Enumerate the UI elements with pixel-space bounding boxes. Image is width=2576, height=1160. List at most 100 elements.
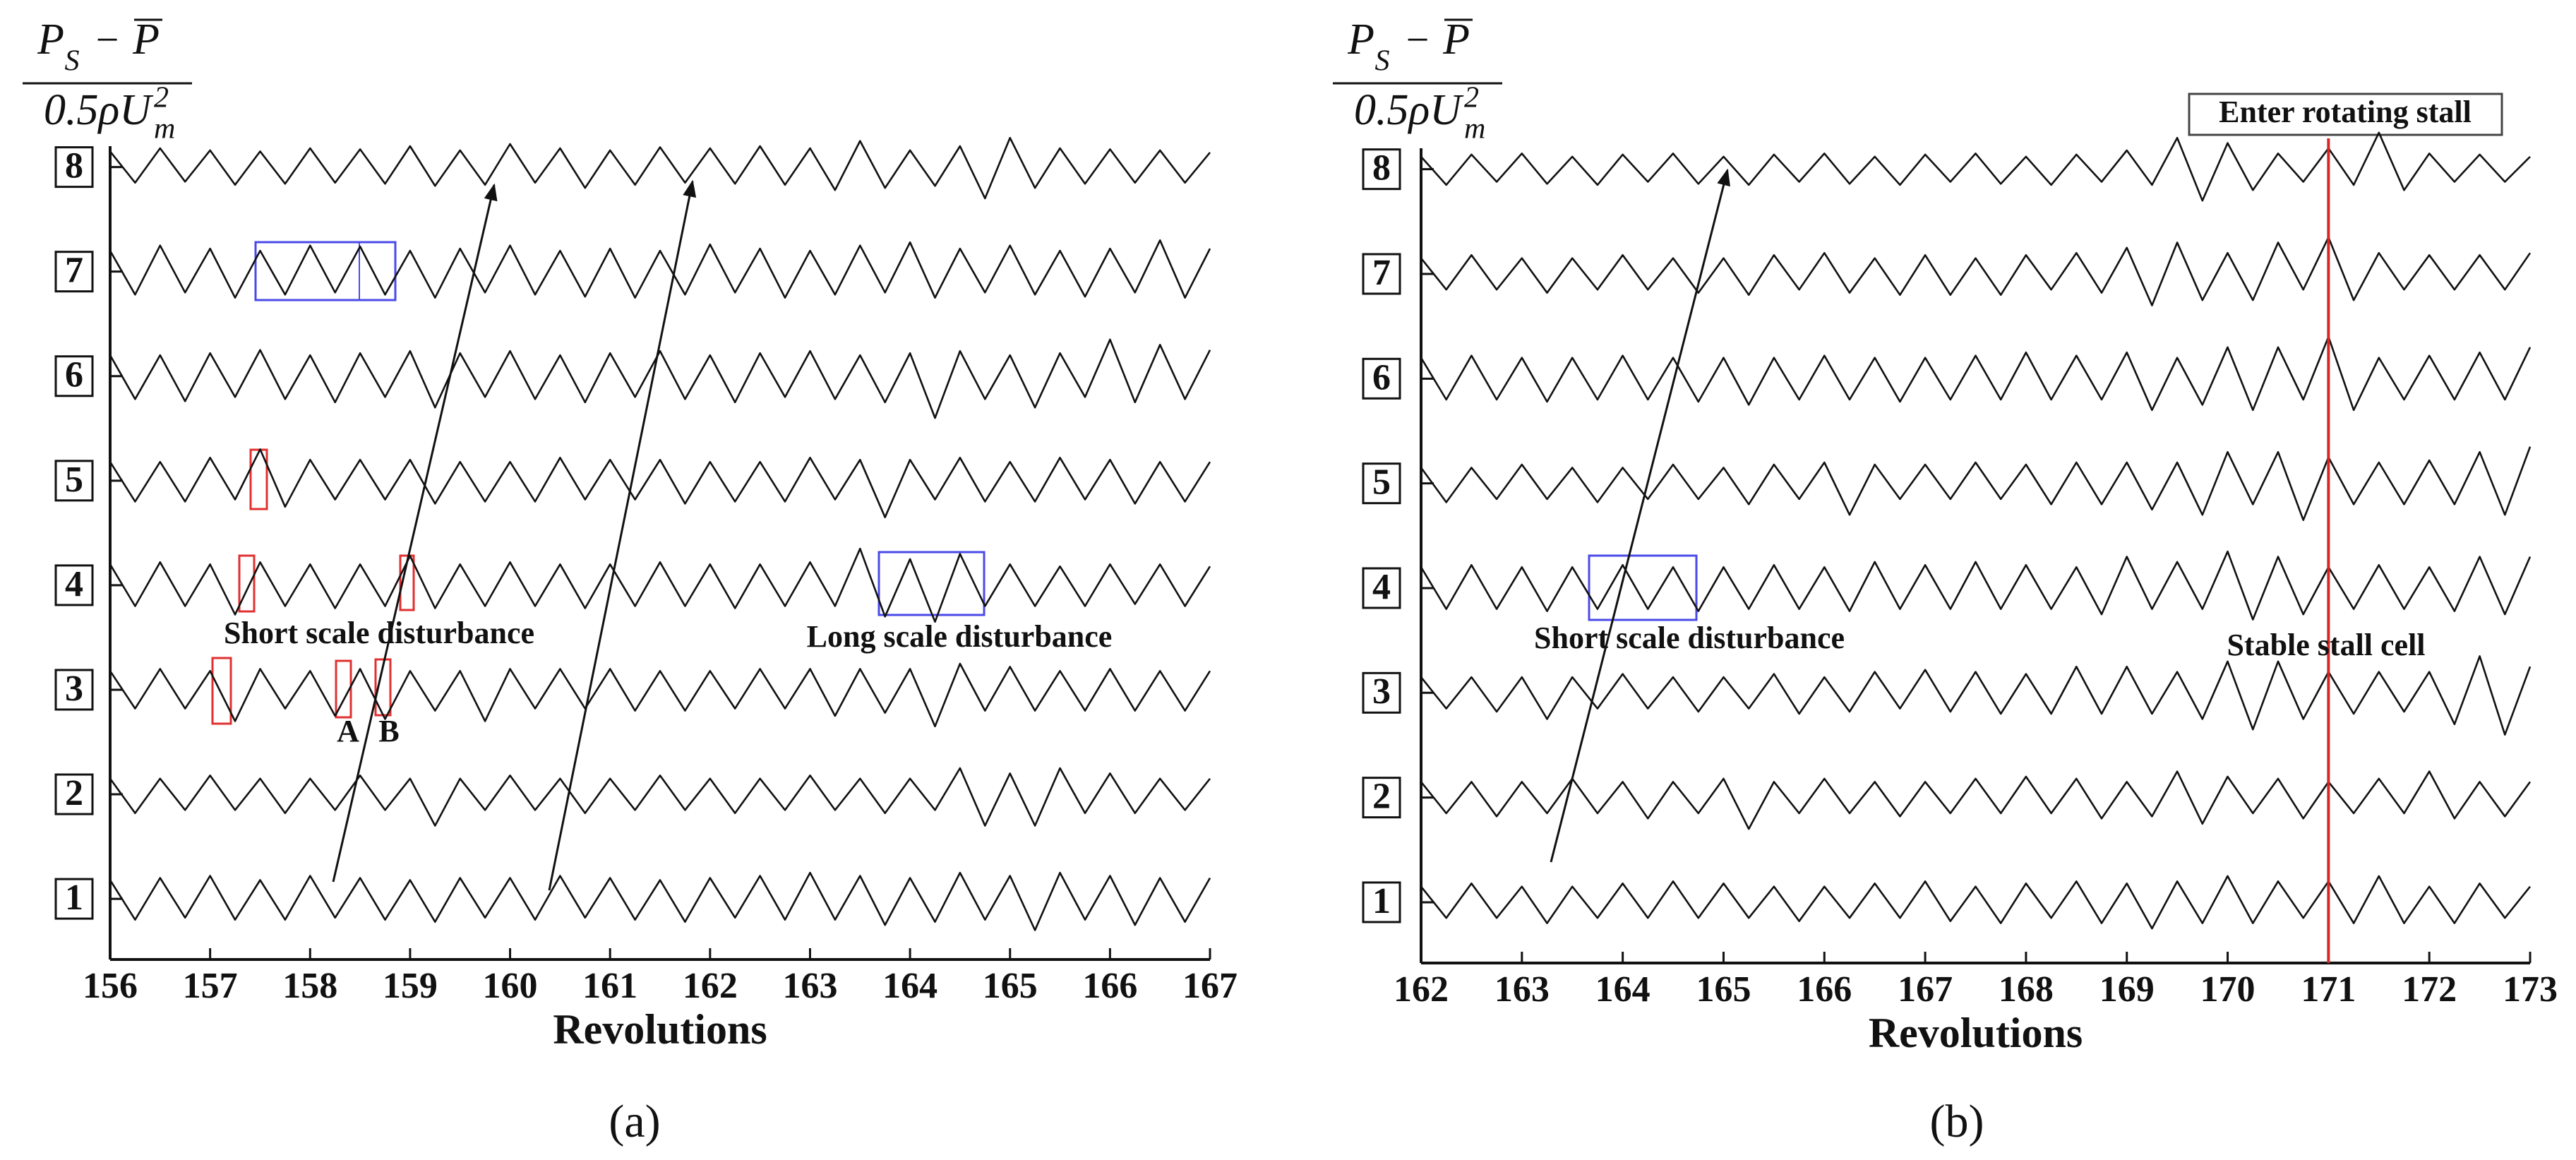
panel-caption: (a) <box>609 1096 660 1147</box>
y-tick-label: 7 <box>65 251 83 291</box>
ylabel-denominator: 0.5ρU <box>44 86 154 134</box>
y-tick-label: 4 <box>65 564 83 604</box>
annotation: Enter rotating stall <box>2219 95 2472 129</box>
x-tick-label: 164 <box>1595 969 1651 1010</box>
y-tick-box <box>1362 253 1401 295</box>
panel-caption: (b) <box>1930 1096 1984 1147</box>
x-tick-label: 162 <box>1394 969 1449 1010</box>
highlight-box <box>399 554 415 611</box>
x-tick-label: 161 <box>582 966 637 1006</box>
x-tick-label: 169 <box>2099 969 2155 1010</box>
y-tick-label: 1 <box>1372 881 1391 921</box>
y-tick-box <box>1362 357 1401 400</box>
y-tick-box <box>54 251 94 293</box>
x-tick-label: 159 <box>383 966 438 1006</box>
y-tick-box <box>54 355 94 397</box>
x-tick-label: 164 <box>882 966 937 1006</box>
ylabel-operator: − <box>1406 16 1430 62</box>
ylabel-subscript: S <box>65 45 80 78</box>
x-tick-label: 167 <box>1182 966 1238 1006</box>
ylabel-denominator: 0.5ρU <box>1354 86 1464 134</box>
x-tick-label: 163 <box>1494 969 1550 1010</box>
ylabel-subscript: m <box>1464 113 1485 145</box>
y-tick-label: 8 <box>1372 148 1391 189</box>
ylabel-superscript: 2 <box>1464 82 1479 114</box>
y-tick-box <box>1362 567 1401 609</box>
x-tick-label: 173 <box>2503 969 2558 1010</box>
signal-trace <box>109 547 1211 623</box>
label-box <box>2188 92 2503 136</box>
highlight-box <box>1588 554 1698 621</box>
y-tick-box <box>54 146 94 189</box>
annotation: Short scale disturbance <box>1534 621 1845 655</box>
y-tick-label: 3 <box>65 669 83 709</box>
x-axis-label: Revolutions <box>1869 1010 2083 1056</box>
annotation: Short scale disturbance <box>224 616 534 650</box>
x-tick-label: 156 <box>83 966 138 1006</box>
propagation-arrow <box>1550 168 1730 863</box>
annotation: A <box>337 714 359 748</box>
x-tick-label: 162 <box>683 966 738 1006</box>
ylabel-superscript: 2 <box>154 82 169 114</box>
highlight-box <box>238 554 256 613</box>
x-tick-label: 171 <box>2301 969 2356 1010</box>
highlight-box <box>249 448 268 510</box>
signal-trace <box>1420 131 2531 202</box>
signal-trace <box>109 767 1211 827</box>
signal-trace <box>109 448 1211 519</box>
annotation: Stable stall cell <box>2227 628 2425 662</box>
propagation-arrow <box>332 183 498 883</box>
propagation-arrow <box>548 179 697 891</box>
y-tick-label: 6 <box>65 355 83 395</box>
y-tick-label: 2 <box>65 773 83 813</box>
signal-trace <box>109 338 1211 419</box>
y-tick-label: 2 <box>1372 777 1391 817</box>
annotation-shapes <box>211 92 2503 891</box>
ylabel-subscript: S <box>1375 45 1390 78</box>
x-tick-label: 165 <box>983 966 1038 1006</box>
x-axis-label: Revolutions <box>553 1006 767 1053</box>
signal-trace <box>1420 236 2532 306</box>
x-tick-label: 165 <box>1696 969 1751 1010</box>
signal-trace <box>1420 446 2532 521</box>
annotation: Long scale disturbance <box>807 619 1113 654</box>
ylabel-operator: − <box>96 16 119 62</box>
y-tick-label: 4 <box>1372 567 1391 607</box>
y-tick-label: 5 <box>65 460 83 500</box>
highlight-box <box>335 659 352 719</box>
signal-trace <box>1420 655 2532 736</box>
ylabel-symbol: P <box>1442 16 1470 64</box>
y-tick-box <box>54 564 94 606</box>
ylabel-symbol: P <box>37 16 64 64</box>
y-tick-label: 8 <box>65 146 83 186</box>
signal-trace <box>1420 875 2532 930</box>
x-tick-label: 166 <box>1797 969 1852 1010</box>
y-tick-label: 1 <box>65 878 83 918</box>
ylabel-subscript: m <box>154 113 175 145</box>
x-tick-label: 157 <box>183 966 238 1006</box>
ylabel-symbol: P <box>132 16 160 64</box>
annotation: B <box>378 714 399 748</box>
y-tick-box <box>1362 671 1401 714</box>
ylabel-symbol: P <box>1347 16 1374 64</box>
y-tick-box <box>54 773 94 815</box>
y-tick-box <box>1362 148 1401 191</box>
y-tick-box <box>1362 777 1401 819</box>
x-tick-label: 172 <box>2402 969 2457 1010</box>
x-tick-label: 167 <box>1898 969 1953 1010</box>
y-tick-box <box>1362 881 1401 923</box>
signal-trace <box>109 239 1211 299</box>
y-tick-label: 7 <box>1372 253 1391 293</box>
signal-trace <box>109 662 1211 728</box>
highlight-box <box>877 551 986 616</box>
signal-trace <box>109 871 1211 931</box>
y-tick-label: 6 <box>1372 357 1391 397</box>
signal-trace <box>1420 550 2532 621</box>
x-tick-label: 163 <box>782 966 837 1006</box>
signal-trace <box>1420 335 2532 412</box>
x-tick-label: 160 <box>483 966 538 1006</box>
y-tick-box <box>54 460 94 502</box>
x-tick-label: 158 <box>282 966 337 1006</box>
highlight-box <box>254 241 397 301</box>
